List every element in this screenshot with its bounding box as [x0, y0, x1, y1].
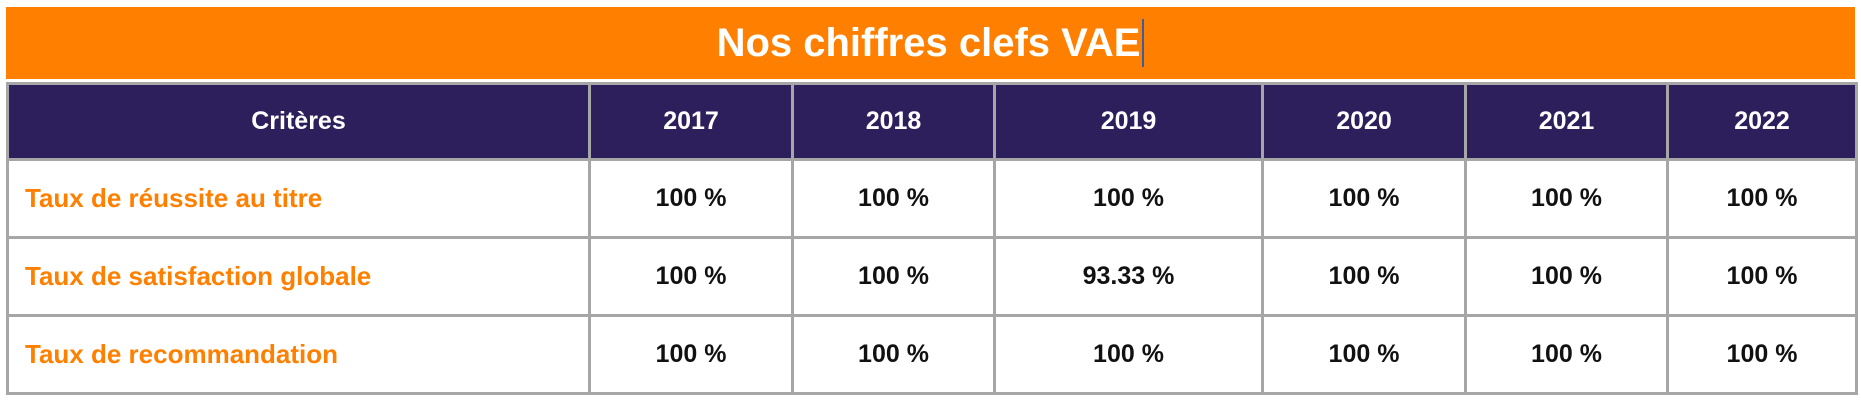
table-cell: 100 % — [1464, 314, 1669, 395]
table-row-satisfaction-rate: Taux de satisfaction globale 100 % 100 %… — [6, 236, 1858, 317]
header-year-2020: 2020 — [1261, 82, 1467, 161]
table-row-success-rate: Taux de réussite au titre 100 % 100 % 10… — [6, 158, 1858, 239]
header-year-2021: 2021 — [1464, 82, 1669, 161]
table-cell: 100 % — [588, 236, 794, 317]
row-label: Taux de recommandation — [6, 314, 591, 395]
table-cell: 100 % — [1666, 314, 1858, 395]
table-cell: 100 % — [993, 314, 1264, 395]
title-banner: Nos chiffres clefs VAE — [6, 7, 1855, 79]
header-year-2017: 2017 — [588, 82, 794, 161]
table-row-recommendation-rate: Taux de recommandation 100 % 100 % 100 %… — [6, 314, 1858, 395]
table-cell: 100 % — [1464, 158, 1669, 239]
key-figures-table: Critères 2017 2018 2019 2020 2021 2022 T… — [6, 82, 1858, 395]
table-header-row: Critères 2017 2018 2019 2020 2021 2022 — [6, 82, 1858, 161]
table-cell: 93.33 % — [993, 236, 1264, 317]
header-year-2019: 2019 — [993, 82, 1264, 161]
page-title: Nos chiffres clefs VAE — [717, 19, 1145, 67]
table-cell: 100 % — [1261, 158, 1467, 239]
table-cell: 100 % — [791, 314, 996, 395]
table-cell: 100 % — [1666, 158, 1858, 239]
header-year-2018: 2018 — [791, 82, 996, 161]
table-cell: 100 % — [993, 158, 1264, 239]
key-figures-panel: Nos chiffres clefs VAE Critères 2017 201… — [6, 7, 1858, 395]
table-cell: 100 % — [1666, 236, 1858, 317]
table-cell: 100 % — [1261, 236, 1467, 317]
table-cell: 100 % — [1261, 314, 1467, 395]
table-cell: 100 % — [588, 314, 794, 395]
table-cell: 100 % — [791, 236, 996, 317]
row-label: Taux de satisfaction globale — [6, 236, 591, 317]
table-cell: 100 % — [1464, 236, 1669, 317]
table-cell: 100 % — [588, 158, 794, 239]
header-criteria: Critères — [6, 82, 591, 161]
row-label: Taux de réussite au titre — [6, 158, 591, 239]
table-cell: 100 % — [791, 158, 996, 239]
header-year-2022: 2022 — [1666, 82, 1858, 161]
